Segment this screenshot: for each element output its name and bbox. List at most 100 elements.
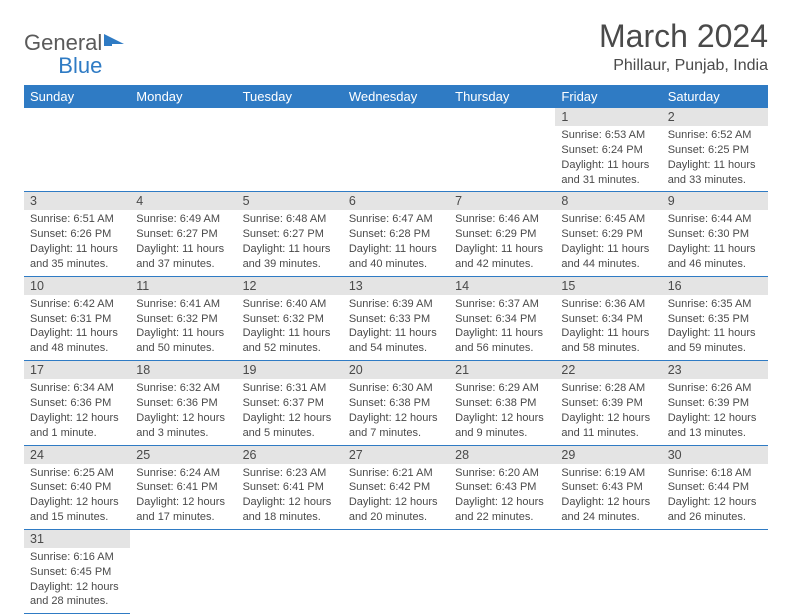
location: Phillaur, Punjab, India <box>599 57 768 75</box>
weekday-header: Friday <box>555 85 661 108</box>
day-data: Sunrise: 6:19 AMSunset: 6:43 PMDaylight:… <box>555 464 661 529</box>
day-number: 19 <box>237 361 343 379</box>
calendar-cell: 16Sunrise: 6:35 AMSunset: 6:35 PMDayligh… <box>662 276 768 360</box>
calendar-cell-empty <box>237 529 343 613</box>
day-number: 14 <box>449 277 555 295</box>
day-data: Sunrise: 6:21 AMSunset: 6:42 PMDaylight:… <box>343 464 449 529</box>
calendar-cell: 13Sunrise: 6:39 AMSunset: 6:33 PMDayligh… <box>343 276 449 360</box>
calendar-cell-empty <box>130 108 236 192</box>
day-data: Sunrise: 6:46 AMSunset: 6:29 PMDaylight:… <box>449 210 555 275</box>
weekday-header: Wednesday <box>343 85 449 108</box>
month-title: March 2024 <box>599 18 768 55</box>
day-number: 24 <box>24 446 130 464</box>
calendar-cell: 2Sunrise: 6:52 AMSunset: 6:25 PMDaylight… <box>662 108 768 192</box>
day-data: Sunrise: 6:53 AMSunset: 6:24 PMDaylight:… <box>555 126 661 191</box>
calendar-cell: 24Sunrise: 6:25 AMSunset: 6:40 PMDayligh… <box>24 445 130 529</box>
logo-flag-icon <box>104 28 126 54</box>
day-data: Sunrise: 6:23 AMSunset: 6:41 PMDaylight:… <box>237 464 343 529</box>
calendar-body: 1Sunrise: 6:53 AMSunset: 6:24 PMDaylight… <box>24 108 768 614</box>
day-data: Sunrise: 6:16 AMSunset: 6:45 PMDaylight:… <box>24 548 130 613</box>
calendar-cell: 15Sunrise: 6:36 AMSunset: 6:34 PMDayligh… <box>555 276 661 360</box>
day-number: 13 <box>343 277 449 295</box>
day-number: 2 <box>662 108 768 126</box>
day-number: 10 <box>24 277 130 295</box>
day-number: 31 <box>24 530 130 548</box>
calendar-cell: 3Sunrise: 6:51 AMSunset: 6:26 PMDaylight… <box>24 192 130 276</box>
weekday-header: Sunday <box>24 85 130 108</box>
calendar-cell-empty <box>343 108 449 192</box>
day-number: 30 <box>662 446 768 464</box>
calendar-row: 17Sunrise: 6:34 AMSunset: 6:36 PMDayligh… <box>24 361 768 445</box>
day-number: 25 <box>130 446 236 464</box>
weekday-header: Thursday <box>449 85 555 108</box>
day-data: Sunrise: 6:31 AMSunset: 6:37 PMDaylight:… <box>237 379 343 444</box>
day-data: Sunrise: 6:36 AMSunset: 6:34 PMDaylight:… <box>555 295 661 360</box>
day-data: Sunrise: 6:30 AMSunset: 6:38 PMDaylight:… <box>343 379 449 444</box>
day-data: Sunrise: 6:26 AMSunset: 6:39 PMDaylight:… <box>662 379 768 444</box>
calendar-cell: 8Sunrise: 6:45 AMSunset: 6:29 PMDaylight… <box>555 192 661 276</box>
day-data: Sunrise: 6:35 AMSunset: 6:35 PMDaylight:… <box>662 295 768 360</box>
weekday-header: Saturday <box>662 85 768 108</box>
day-data: Sunrise: 6:28 AMSunset: 6:39 PMDaylight:… <box>555 379 661 444</box>
day-number: 8 <box>555 192 661 210</box>
calendar-cell-empty <box>662 529 768 613</box>
day-number: 17 <box>24 361 130 379</box>
calendar-cell: 25Sunrise: 6:24 AMSunset: 6:41 PMDayligh… <box>130 445 236 529</box>
calendar-cell-empty <box>237 108 343 192</box>
day-data: Sunrise: 6:49 AMSunset: 6:27 PMDaylight:… <box>130 210 236 275</box>
day-data: Sunrise: 6:52 AMSunset: 6:25 PMDaylight:… <box>662 126 768 191</box>
calendar-cell: 28Sunrise: 6:20 AMSunset: 6:43 PMDayligh… <box>449 445 555 529</box>
day-number: 5 <box>237 192 343 210</box>
calendar-cell: 14Sunrise: 6:37 AMSunset: 6:34 PMDayligh… <box>449 276 555 360</box>
day-data: Sunrise: 6:39 AMSunset: 6:33 PMDaylight:… <box>343 295 449 360</box>
calendar-cell: 21Sunrise: 6:29 AMSunset: 6:38 PMDayligh… <box>449 361 555 445</box>
day-data: Sunrise: 6:29 AMSunset: 6:38 PMDaylight:… <box>449 379 555 444</box>
day-data: Sunrise: 6:37 AMSunset: 6:34 PMDaylight:… <box>449 295 555 360</box>
day-data: Sunrise: 6:44 AMSunset: 6:30 PMDaylight:… <box>662 210 768 275</box>
calendar-row: 1Sunrise: 6:53 AMSunset: 6:24 PMDaylight… <box>24 108 768 192</box>
day-number: 29 <box>555 446 661 464</box>
calendar-row: 3Sunrise: 6:51 AMSunset: 6:26 PMDaylight… <box>24 192 768 276</box>
day-number: 3 <box>24 192 130 210</box>
day-number: 18 <box>130 361 236 379</box>
calendar-cell: 19Sunrise: 6:31 AMSunset: 6:37 PMDayligh… <box>237 361 343 445</box>
day-number: 7 <box>449 192 555 210</box>
weekday-header-row: SundayMondayTuesdayWednesdayThursdayFrid… <box>24 85 768 108</box>
day-data: Sunrise: 6:18 AMSunset: 6:44 PMDaylight:… <box>662 464 768 529</box>
calendar-cell: 26Sunrise: 6:23 AMSunset: 6:41 PMDayligh… <box>237 445 343 529</box>
day-number: 26 <box>237 446 343 464</box>
calendar-cell-empty <box>449 529 555 613</box>
calendar-cell: 30Sunrise: 6:18 AMSunset: 6:44 PMDayligh… <box>662 445 768 529</box>
day-data: Sunrise: 6:34 AMSunset: 6:36 PMDaylight:… <box>24 379 130 444</box>
calendar-cell-empty <box>343 529 449 613</box>
day-number: 1 <box>555 108 661 126</box>
calendar-cell: 5Sunrise: 6:48 AMSunset: 6:27 PMDaylight… <box>237 192 343 276</box>
day-data: Sunrise: 6:51 AMSunset: 6:26 PMDaylight:… <box>24 210 130 275</box>
day-data: Sunrise: 6:42 AMSunset: 6:31 PMDaylight:… <box>24 295 130 360</box>
title-block: March 2024 Phillaur, Punjab, India <box>599 18 768 75</box>
calendar-cell: 20Sunrise: 6:30 AMSunset: 6:38 PMDayligh… <box>343 361 449 445</box>
day-data: Sunrise: 6:25 AMSunset: 6:40 PMDaylight:… <box>24 464 130 529</box>
calendar-cell-empty <box>130 529 236 613</box>
calendar-cell-empty <box>24 108 130 192</box>
day-data: Sunrise: 6:45 AMSunset: 6:29 PMDaylight:… <box>555 210 661 275</box>
calendar-row: 10Sunrise: 6:42 AMSunset: 6:31 PMDayligh… <box>24 276 768 360</box>
day-number: 27 <box>343 446 449 464</box>
calendar-cell: 17Sunrise: 6:34 AMSunset: 6:36 PMDayligh… <box>24 361 130 445</box>
logo-text-blue: Blue <box>58 53 102 79</box>
calendar-cell: 29Sunrise: 6:19 AMSunset: 6:43 PMDayligh… <box>555 445 661 529</box>
calendar-cell: 27Sunrise: 6:21 AMSunset: 6:42 PMDayligh… <box>343 445 449 529</box>
day-data: Sunrise: 6:48 AMSunset: 6:27 PMDaylight:… <box>237 210 343 275</box>
day-data: Sunrise: 6:32 AMSunset: 6:36 PMDaylight:… <box>130 379 236 444</box>
weekday-header: Tuesday <box>237 85 343 108</box>
weekday-header: Monday <box>130 85 236 108</box>
day-number: 4 <box>130 192 236 210</box>
day-data: Sunrise: 6:24 AMSunset: 6:41 PMDaylight:… <box>130 464 236 529</box>
calendar-cell: 4Sunrise: 6:49 AMSunset: 6:27 PMDaylight… <box>130 192 236 276</box>
calendar-cell: 18Sunrise: 6:32 AMSunset: 6:36 PMDayligh… <box>130 361 236 445</box>
logo: General <box>24 18 126 58</box>
calendar-cell: 12Sunrise: 6:40 AMSunset: 6:32 PMDayligh… <box>237 276 343 360</box>
calendar-cell: 7Sunrise: 6:46 AMSunset: 6:29 PMDaylight… <box>449 192 555 276</box>
calendar-cell: 11Sunrise: 6:41 AMSunset: 6:32 PMDayligh… <box>130 276 236 360</box>
day-number: 28 <box>449 446 555 464</box>
